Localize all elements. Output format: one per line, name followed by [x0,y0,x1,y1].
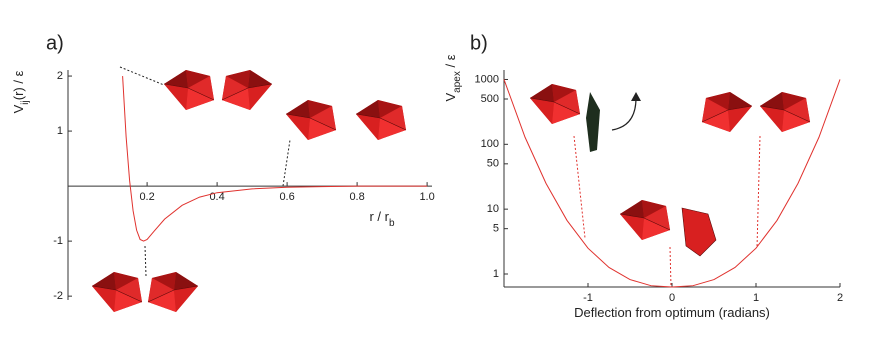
polyhedron [529,83,581,125]
label-part: V [11,104,26,113]
y-axis-label: Vij(r) / ε [11,70,31,113]
label-part: / ε [443,54,458,71]
subscript: apex [452,71,463,93]
y-tick-label: 50 [487,158,499,170]
polyhedron [163,69,215,111]
x-tick-label: 0.6 [279,191,294,203]
y-tick-label: -2 [53,290,63,302]
leader [144,245,147,277]
x-tick-label: -1 [583,292,593,304]
x-tick-label: 1 [753,292,759,304]
y-tick-label: 1 [493,268,499,280]
y-tick-label: 100 [481,138,499,150]
y-tick-label: 500 [481,93,499,105]
x-tick-label: 2 [837,292,843,304]
leader [282,139,291,187]
polyhedron [147,271,199,313]
subscript: b [389,218,395,229]
polyhedron [285,99,337,141]
polyhedron [91,271,143,313]
polyhedron [619,199,671,241]
polyhedron [681,207,717,257]
label-part: r / r [369,209,389,224]
label-part: V [443,93,458,102]
y-tick-label: 1000 [475,73,499,85]
x-tick-label: 0.8 [349,191,364,203]
y-tick-label: -1 [53,235,63,247]
x-tick-label: 1.0 [419,191,434,203]
panel-label: a) [46,32,64,54]
subscript: ij [20,100,31,104]
leader [573,135,586,239]
rotation-arrow [611,97,637,131]
y-tick-label: 10 [487,203,499,215]
polyhedron [221,69,273,111]
y-tick-label: 1 [57,125,63,137]
polyhedron [759,91,811,133]
polyhedron [355,99,407,141]
x-tick-label: 0 [669,292,675,304]
y-tick-label: 5 [493,223,499,235]
polyhedron [701,91,753,133]
x-tick-label: 0.2 [139,191,154,203]
arrow-head [631,92,641,101]
label-part: (r) / ε [11,70,26,100]
illustrations [91,66,811,313]
x-axis-label: r / rb [369,209,395,229]
data-line [503,79,841,288]
leader [669,246,672,288]
y-axis-label: Vapex / ε [443,54,463,101]
panel-label: b) [470,32,488,54]
label-part: Deflection from optimum (radians) [574,305,770,320]
leader [119,66,165,86]
x-axis-label: Deflection from optimum (radians) [574,305,770,320]
leader [756,135,761,249]
polyhedron-face [586,92,600,152]
data-line [122,76,428,242]
y-tick-label: 2 [57,70,63,82]
